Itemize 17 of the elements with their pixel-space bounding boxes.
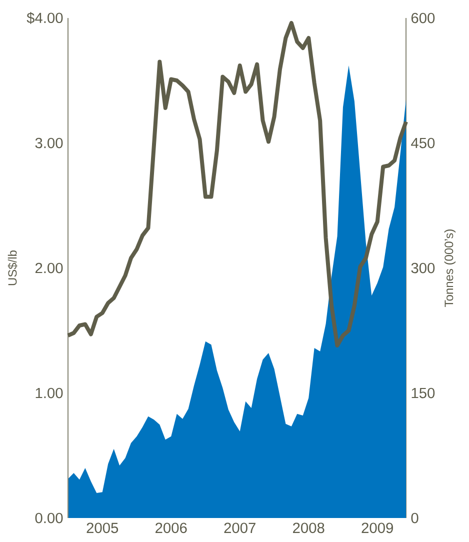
y-tick-label: 1.00 (36, 388, 63, 398)
x-tick-label: 2008 (293, 522, 324, 534)
y-tick-label: 0.00 (35, 512, 63, 524)
y-tick-label: 2.00 (35, 262, 63, 274)
x-tick-label: 2009 (362, 522, 393, 534)
x-tick-label: 2006 (156, 522, 187, 534)
y2-tick-label: 450 (411, 138, 435, 148)
y2-tick-label: 300 (411, 262, 435, 274)
y-axis-title: US$/lb (8, 250, 18, 286)
y2-tick-label: 150 (412, 388, 435, 398)
x-tick-label: 2007 (224, 522, 256, 534)
y2-tick-label: 600 (411, 12, 435, 24)
y-tick-label: $4.00 (26, 12, 63, 24)
y2-axis-title: Tonnes (000’s) (444, 229, 456, 307)
x-tick-label: 2005 (86, 522, 118, 534)
y-tick-label: 3.00 (35, 138, 63, 148)
y2-tick-label: 0 (411, 512, 418, 524)
